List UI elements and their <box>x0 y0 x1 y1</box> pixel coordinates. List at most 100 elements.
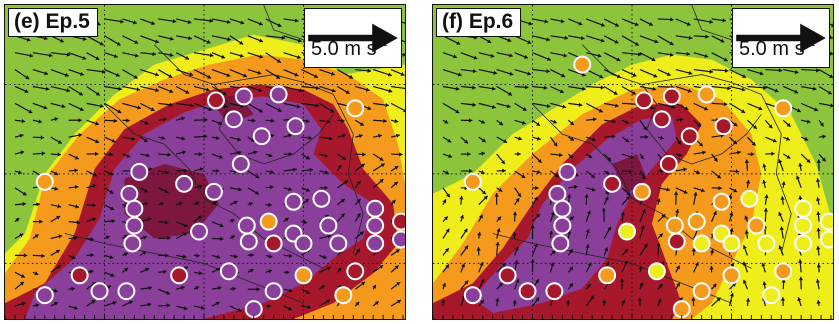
wind-vector-head <box>379 156 384 161</box>
wind-vector-head <box>798 259 803 263</box>
wind-vector-head <box>634 22 639 27</box>
wind-vector-head <box>22 191 27 196</box>
station-marker <box>665 216 684 235</box>
station-marker <box>70 266 89 285</box>
wind-vector-head <box>480 170 485 175</box>
wind-vector-head <box>480 279 485 284</box>
wind-vector-head <box>164 220 169 225</box>
station-marker <box>672 300 691 319</box>
wind-scale-unit: m s <box>344 38 377 60</box>
wind-vector-head <box>461 263 466 268</box>
wind-vector-head <box>196 253 200 258</box>
wind-vector-head <box>82 55 87 60</box>
wind-vector-head <box>487 39 492 43</box>
wind-vector-head <box>195 286 200 291</box>
wind-vector-head <box>152 51 156 57</box>
wind-vector-head <box>395 249 400 254</box>
wind-vector-head <box>806 119 811 124</box>
wind-vector-head <box>221 54 226 59</box>
wind-vector-head <box>469 168 473 174</box>
wind-vector-head <box>445 170 450 175</box>
wind-vector-head <box>28 109 33 114</box>
wind-vector-head <box>536 136 541 141</box>
wind-vector-head <box>367 68 372 73</box>
wind-vector-head <box>517 151 521 157</box>
wind-vector-head <box>675 209 680 213</box>
wind-vector-head <box>394 265 399 270</box>
wind-vector-head <box>763 85 767 90</box>
wind-vector-head <box>41 151 46 156</box>
wind-vector-head <box>358 133 363 139</box>
station-marker <box>392 230 405 249</box>
wind-vector-head <box>180 285 185 290</box>
wind-vector-head <box>356 199 361 203</box>
wind-vector-head <box>21 301 26 306</box>
station-marker <box>392 212 405 231</box>
wind-vector-head <box>183 223 188 228</box>
wind-vector-head <box>288 151 293 157</box>
wind-vector-head <box>101 69 106 74</box>
wind-vector-head <box>758 106 763 111</box>
wind-vector-head <box>161 135 166 141</box>
wind-vector-head <box>742 261 747 266</box>
wind-vector-head <box>616 74 621 79</box>
wind-vector-head <box>165 170 169 175</box>
wind-vector-head <box>705 34 709 39</box>
wind-vector-head <box>147 217 152 222</box>
wind-vector-head <box>169 52 174 58</box>
wind-vector-head <box>169 102 174 107</box>
wind-vector-head <box>503 139 508 143</box>
wind-vector-head <box>512 300 517 304</box>
wind-vector-head <box>691 297 696 301</box>
wind-vector-head <box>723 101 728 107</box>
wind-vector-head <box>578 21 583 26</box>
wind-vector-head <box>400 72 405 76</box>
station-marker <box>125 216 144 235</box>
wind-vector-head <box>74 184 79 190</box>
wind-vector-head <box>493 70 498 75</box>
wind-vector-head <box>530 259 535 263</box>
station-marker <box>647 262 666 281</box>
wind-vector-head <box>91 282 96 287</box>
panel-title-e: (e) Ep.5 <box>8 8 98 37</box>
wind-vector-head <box>729 228 734 233</box>
station-marker <box>334 286 353 305</box>
wind-vector-head <box>598 108 603 113</box>
wind-vector-head <box>548 230 554 235</box>
wind-vector-head <box>305 290 310 294</box>
station-marker <box>35 286 54 305</box>
wind-vector-head <box>684 106 689 111</box>
wind-vector-head <box>498 282 503 287</box>
station-marker <box>633 182 651 201</box>
wind-vector-head <box>472 85 476 90</box>
wind-vector-head <box>445 228 450 233</box>
wind-vector-head <box>630 155 635 160</box>
wind-vector-head <box>132 20 137 25</box>
wind-vector-head <box>473 55 478 60</box>
wind-vector-head <box>58 234 63 239</box>
wind-scale-speed: 5.0 <box>311 38 339 60</box>
wind-vector-head <box>43 105 48 110</box>
wind-vector-head <box>190 103 194 108</box>
scale-arrow-icon <box>308 23 398 53</box>
wind-vector-head <box>570 136 575 141</box>
station-marker <box>659 155 678 173</box>
pm-level-low-region <box>5 5 405 254</box>
wind-vector-head <box>569 154 573 159</box>
wind-vector-head <box>305 187 310 192</box>
wind-vector-head <box>287 133 292 138</box>
wind-vector-head <box>99 41 104 46</box>
wind-vector-head <box>187 19 192 25</box>
wind-vector-head <box>123 252 128 257</box>
wind-vector-head <box>741 87 746 92</box>
station-marker <box>294 234 313 253</box>
wind-vector-head <box>686 51 690 57</box>
station-marker <box>329 234 348 253</box>
wind-vector-head <box>661 214 666 219</box>
wind-vector-head <box>643 243 648 248</box>
wind-vector-head <box>751 141 756 146</box>
wind-vector-head <box>268 202 272 208</box>
wind-vector-head <box>546 103 551 109</box>
wind-vector-head <box>621 299 626 304</box>
wind-vector-head <box>518 136 522 141</box>
